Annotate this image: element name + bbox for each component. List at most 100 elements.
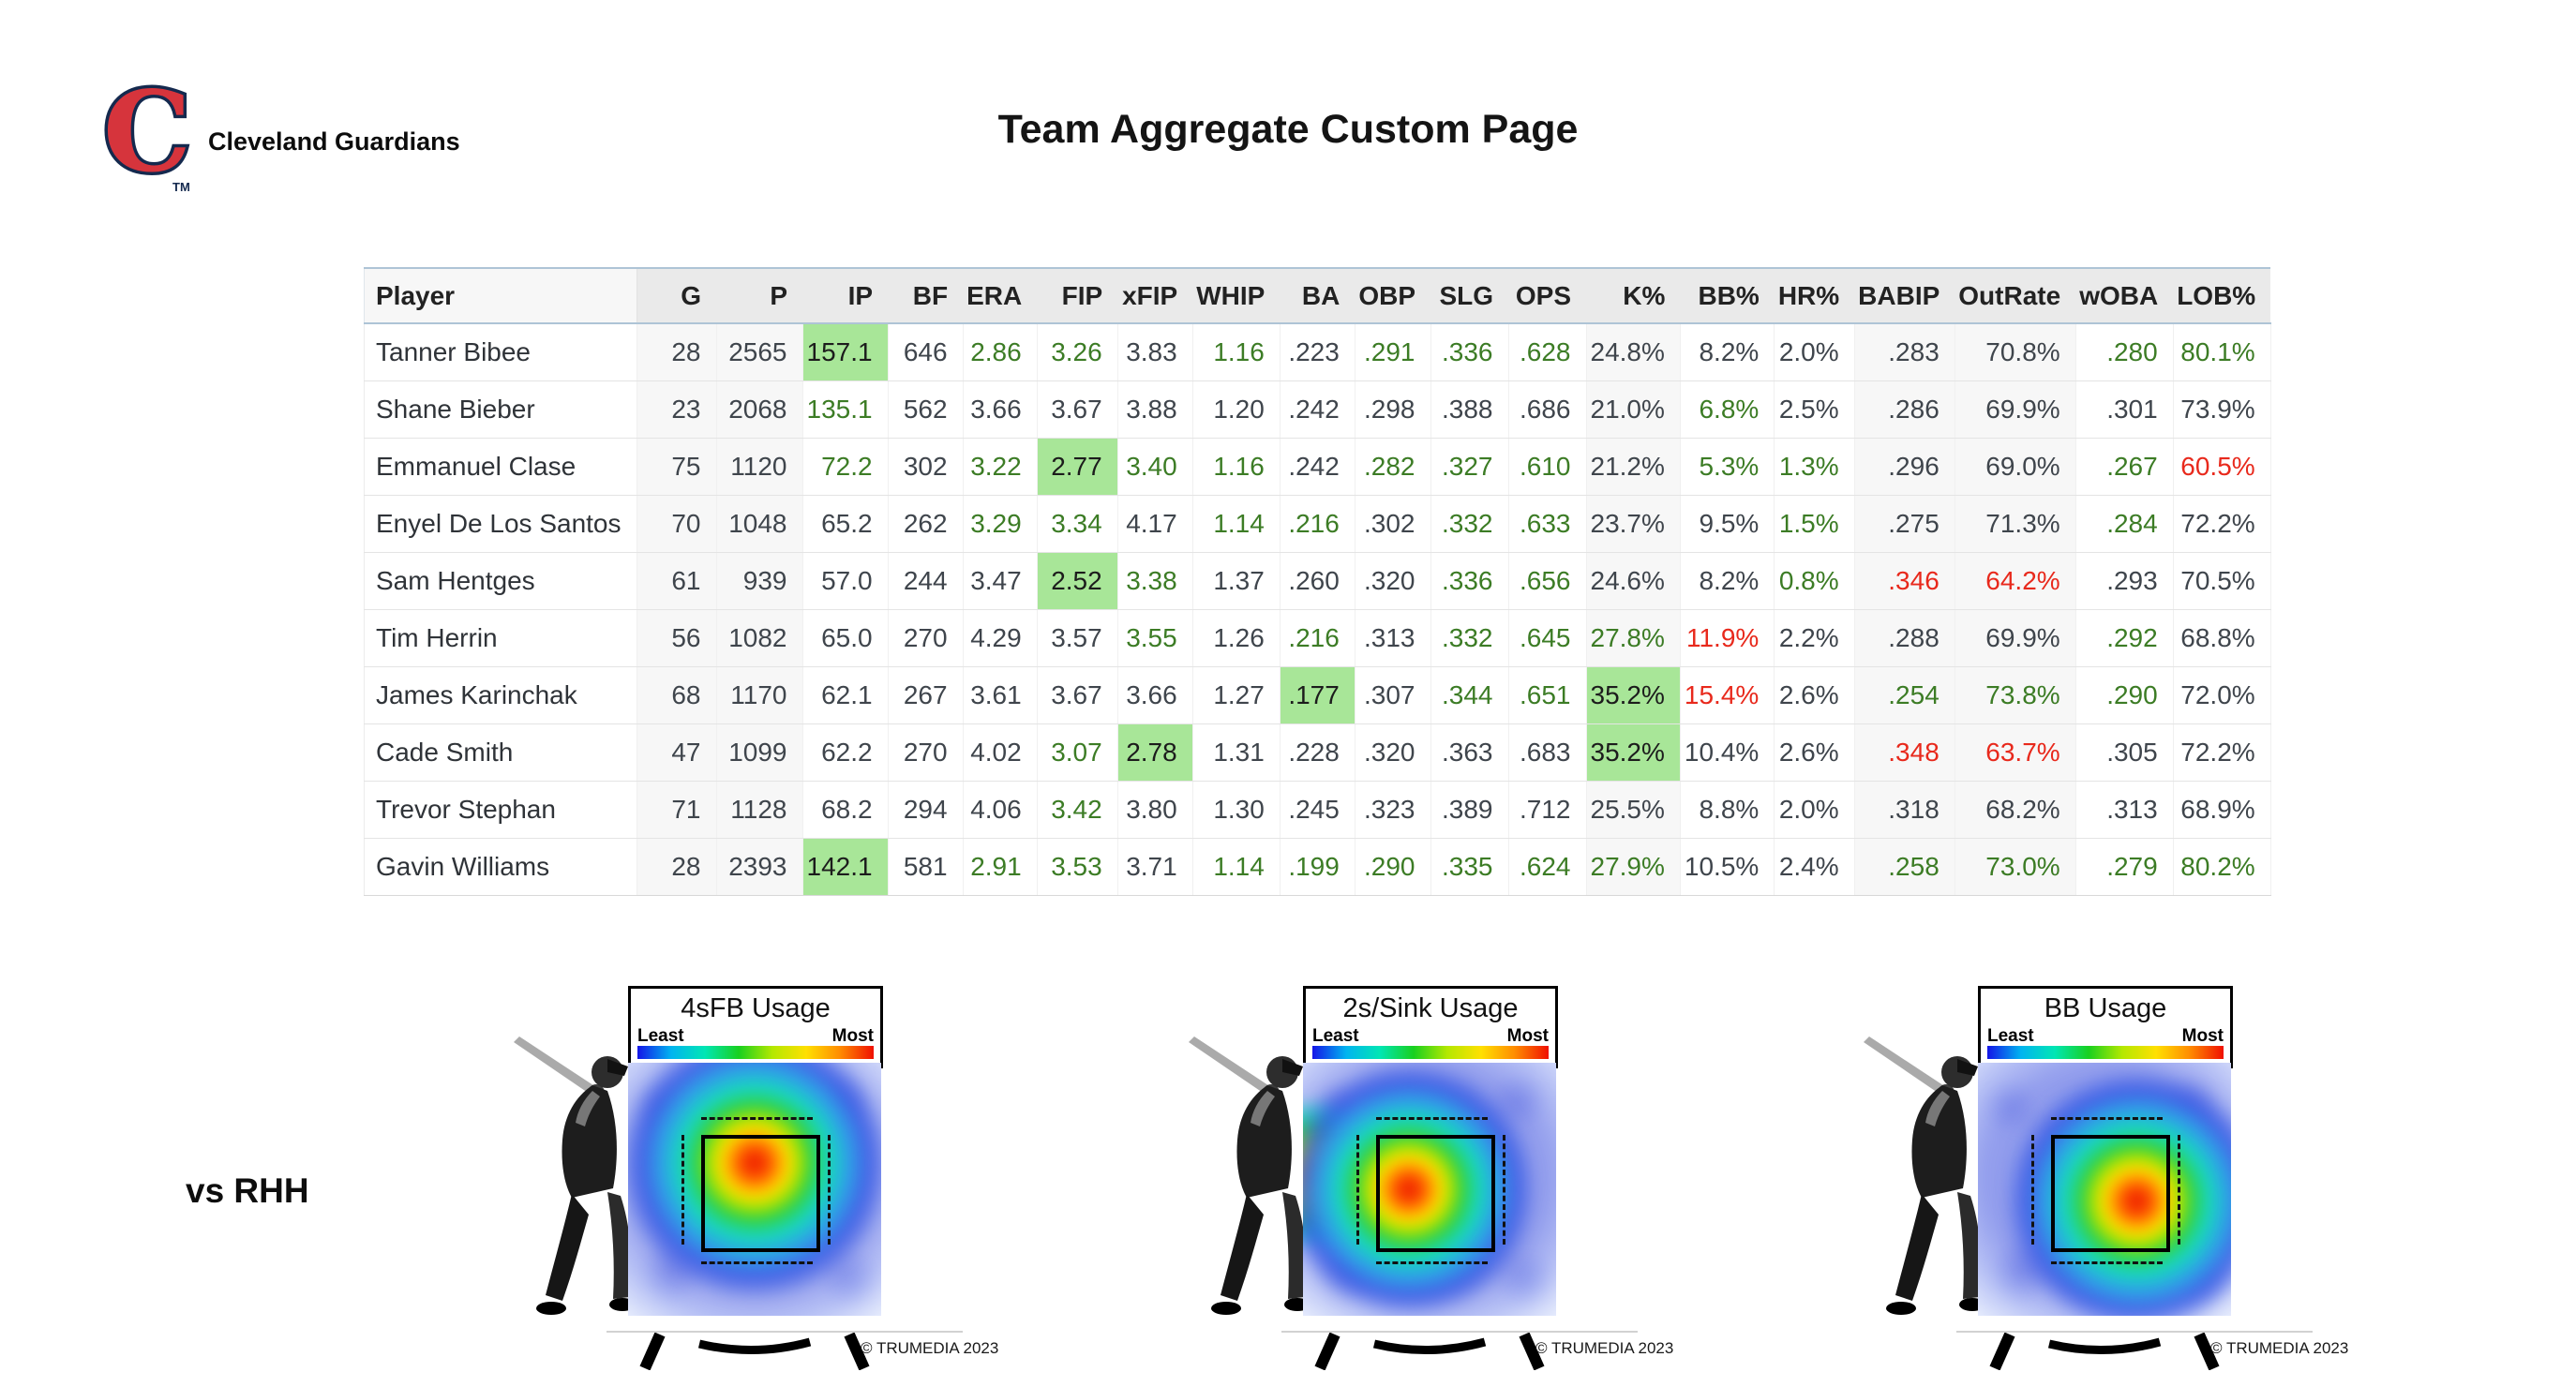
stat-cell: .628 xyxy=(1508,323,1587,381)
column-header-outrate[interactable]: OutRate xyxy=(1954,267,2076,324)
stat-cell: 10.4% xyxy=(1680,723,1775,782)
heatmap-panel-2s-sink: 2s/Sink Usage Least Most © TRUMEDIA 2023 xyxy=(1189,986,1673,1370)
stat-cell: 2565 xyxy=(716,323,803,381)
stat-cell: .293 xyxy=(2075,552,2174,610)
stat-cell: 6.8% xyxy=(1680,380,1775,439)
stat-cell: 72.2 xyxy=(802,438,889,496)
column-header-woba[interactable]: wOBA xyxy=(2075,267,2174,324)
ground-line xyxy=(1281,1331,1638,1333)
scale-least-label: Least xyxy=(1312,1026,1359,1046)
stat-cell: 3.83 xyxy=(1117,323,1193,381)
stat-cell: .223 xyxy=(1280,323,1355,381)
strike-zone-outline xyxy=(1376,1134,1496,1253)
stat-cell: 3.57 xyxy=(1037,609,1118,667)
stat-cell: 23 xyxy=(637,380,717,439)
stat-cell: 65.0 xyxy=(802,609,889,667)
stat-cell: .301 xyxy=(2075,380,2174,439)
stats-table-header-row: Player G P IP BF ERA FIP xFIP WHIP BA OBP SLG OPS K% B… xyxy=(364,267,2271,324)
column-header-g[interactable]: G xyxy=(637,267,716,324)
stat-cell: 294 xyxy=(888,781,964,839)
stat-cell: .267 xyxy=(2075,438,2174,496)
stat-cell: 0.8% xyxy=(1774,552,1855,610)
stat-cell: 3.22 xyxy=(963,438,1038,496)
stat-cell: 62.2 xyxy=(802,723,889,782)
column-header-p[interactable]: P xyxy=(716,267,802,324)
table-row[interactable]: Tanner Bibee 28 2565 157.1 646 2.86 3.26 3.83 1.… xyxy=(364,323,2271,381)
column-header-bf[interactable]: BF xyxy=(888,267,964,324)
stat-cell: 1120 xyxy=(716,438,803,496)
table-row[interactable]: Shane Bieber 23 2068 135.1 562 3.66 3.67 3.88 1.… xyxy=(364,380,2271,439)
table-row[interactable]: James Karinchak 68 1170 62.1 267 3.61 3.67 3.66… xyxy=(364,666,2271,724)
column-header-k[interactable]: K% xyxy=(1586,267,1681,324)
column-header-slg[interactable]: SLG xyxy=(1430,267,1508,324)
stat-cell: .290 xyxy=(2075,666,2174,724)
stat-cell: 69.9% xyxy=(1954,609,2076,667)
table-row[interactable]: Trevor Stephan 71 1128 68.2 294 4.06 3.42 3.80 1… xyxy=(364,781,2271,839)
stat-cell: 75 xyxy=(637,438,717,496)
stat-cell: .320 xyxy=(1355,552,1431,610)
stat-cell: .624 xyxy=(1508,838,1587,896)
column-header-xfip[interactable]: xFIP xyxy=(1117,267,1193,324)
stat-cell: .286 xyxy=(1854,380,1955,439)
pitch-location-heatmap xyxy=(628,1063,881,1316)
column-header-lob[interactable]: LOB% xyxy=(2173,267,2271,324)
heatmap-title-box: BB Usage Least Most xyxy=(1978,986,2233,1068)
column-header-player[interactable]: Player xyxy=(364,267,637,324)
column-header-bb[interactable]: BB% xyxy=(1680,267,1775,324)
shadow-zone-dashed-right xyxy=(828,1134,831,1245)
column-header-ops[interactable]: OPS xyxy=(1508,267,1586,324)
stat-cell: 2068 xyxy=(716,380,803,439)
stat-cell: 1082 xyxy=(716,609,803,667)
stat-cell: .346 xyxy=(1854,552,1955,610)
stats-table: Player G P IP BF ERA FIP xFIP WHIP BA OBP SLG OPS K% B… xyxy=(364,267,2271,896)
stat-cell: 21.0% xyxy=(1586,380,1681,439)
column-header-obp[interactable]: OBP xyxy=(1355,267,1430,324)
team-logo: C TM xyxy=(99,64,197,201)
column-header-hr[interactable]: HR% xyxy=(1774,267,1855,324)
player-name: Cade Smith xyxy=(364,723,637,782)
table-row[interactable]: Emmanuel Clase 75 1120 72.2 302 3.22 2.77 3.40 1… xyxy=(364,438,2271,496)
stat-cell: 3.67 xyxy=(1037,666,1118,724)
stat-cell: .323 xyxy=(1355,781,1431,839)
stat-cell: 3.42 xyxy=(1037,781,1118,839)
column-header-ba[interactable]: BA xyxy=(1280,267,1355,324)
stat-cell: 1.14 xyxy=(1192,838,1281,896)
stat-cell: 3.55 xyxy=(1117,609,1193,667)
stat-cell: 70.5% xyxy=(2173,552,2271,610)
guardians-c-logo-icon: C TM xyxy=(100,64,195,201)
column-header-ip[interactable]: IP xyxy=(802,267,889,324)
stat-cell: 1.16 xyxy=(1192,438,1281,496)
table-row[interactable]: Tim Herrin 56 1082 65.0 270 4.29 3.57 3.55 1.26.… xyxy=(364,609,2271,667)
stat-cell: 562 xyxy=(888,380,964,439)
heatmap-title: BB Usage xyxy=(2044,993,2167,1023)
stat-cell: .279 xyxy=(2075,838,2174,896)
stat-cell: 142.1 xyxy=(802,838,889,896)
scale-most-label: Most xyxy=(2181,1026,2224,1046)
page-title: Team Aggregate Custom Page xyxy=(997,107,1579,152)
stat-cell: 73.9% xyxy=(2173,380,2271,439)
stat-cell: .327 xyxy=(1430,438,1509,496)
stat-cell: 262 xyxy=(888,495,964,553)
table-row[interactable]: Sam Hentges 61 939 57.0 244 3.47 2.52 3.38 1.37.… xyxy=(364,552,2271,610)
stat-cell: 70.8% xyxy=(1954,323,2076,381)
stat-cell: 3.29 xyxy=(963,495,1038,553)
column-header-whip[interactable]: WHIP xyxy=(1192,267,1281,324)
stat-cell: .610 xyxy=(1508,438,1587,496)
stat-cell: .633 xyxy=(1508,495,1587,553)
table-row[interactable]: Gavin Williams 28 2393 142.1 581 2.91 3.53 3.71… xyxy=(364,838,2271,896)
column-header-babip[interactable]: BABIP xyxy=(1854,267,1955,324)
column-header-era[interactable]: ERA xyxy=(963,267,1038,324)
stat-cell: 61 xyxy=(637,552,717,610)
stat-cell: 3.66 xyxy=(963,380,1038,439)
table-row[interactable]: Cade Smith 47 1099 62.2 270 4.02 3.07 2.78 1.31.… xyxy=(364,723,2271,782)
table-row[interactable]: Enyel De Los Santos 70 1048 65.2 262 3.29 3.34… xyxy=(364,495,2271,553)
stat-cell: 73.8% xyxy=(1954,666,2076,724)
stat-cell: .290 xyxy=(1355,838,1431,896)
stat-cell: .307 xyxy=(1355,666,1431,724)
column-header-fip[interactable]: FIP xyxy=(1037,267,1118,324)
stat-cell: 68.8% xyxy=(2173,609,2271,667)
stat-cell: 1099 xyxy=(716,723,803,782)
home-plate-icon xyxy=(639,1333,870,1370)
stat-cell: 4.02 xyxy=(963,723,1038,782)
home-plate-icon xyxy=(1314,1333,1545,1370)
